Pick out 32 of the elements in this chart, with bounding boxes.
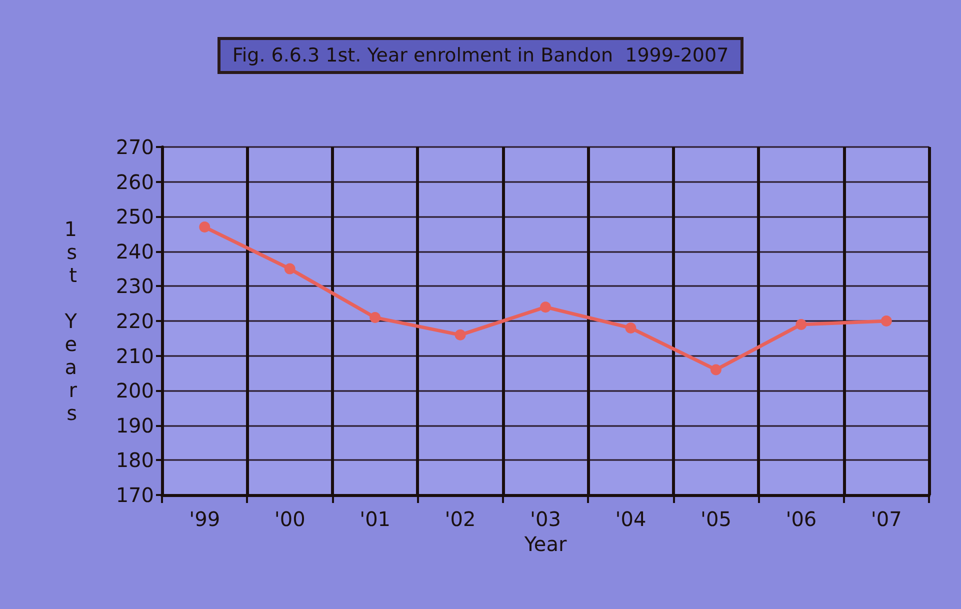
y-tick-label: 240 <box>116 239 154 264</box>
x-tick-label: '04 <box>615 507 646 531</box>
y-tick-label: 270 <box>116 135 154 159</box>
y-tick-label: 230 <box>116 274 154 298</box>
point <box>540 302 551 313</box>
x-tick-label: '03 <box>530 507 561 531</box>
point <box>796 318 807 330</box>
point <box>880 316 892 326</box>
y-tick-label: 260 <box>116 170 154 194</box>
x-tick-label: '06 <box>786 507 817 531</box>
x-tick-label: '01 <box>360 507 391 531</box>
point <box>454 329 466 340</box>
point <box>199 222 210 233</box>
y-tick-label: 250 <box>116 204 154 229</box>
x-tick-label: '02 <box>444 507 476 531</box>
point <box>710 364 722 376</box>
y-axis-title: 1st Years <box>64 217 78 425</box>
x-tick-label: '05 <box>700 507 732 531</box>
point <box>625 322 636 334</box>
x-tick-label: '00 <box>274 507 306 531</box>
y-tick-label: 210 <box>116 344 154 368</box>
x-tick-label: '99 <box>189 507 220 531</box>
x-axis-title: Year <box>523 532 568 556</box>
y-tick-label: 170 <box>116 483 154 507</box>
chart-title: Fig. 6.6.3 1st. Year enrolment in Bandon 1999-2007 <box>232 44 729 66</box>
y-tick-label: 200 <box>116 378 154 403</box>
point <box>370 312 381 324</box>
y-tick-label: 220 <box>116 309 154 333</box>
point <box>284 263 296 274</box>
y-tick-label: 180 <box>116 448 154 472</box>
y-tick-label: 190 <box>116 413 154 438</box>
x-tick-label: '07 <box>870 507 902 531</box>
